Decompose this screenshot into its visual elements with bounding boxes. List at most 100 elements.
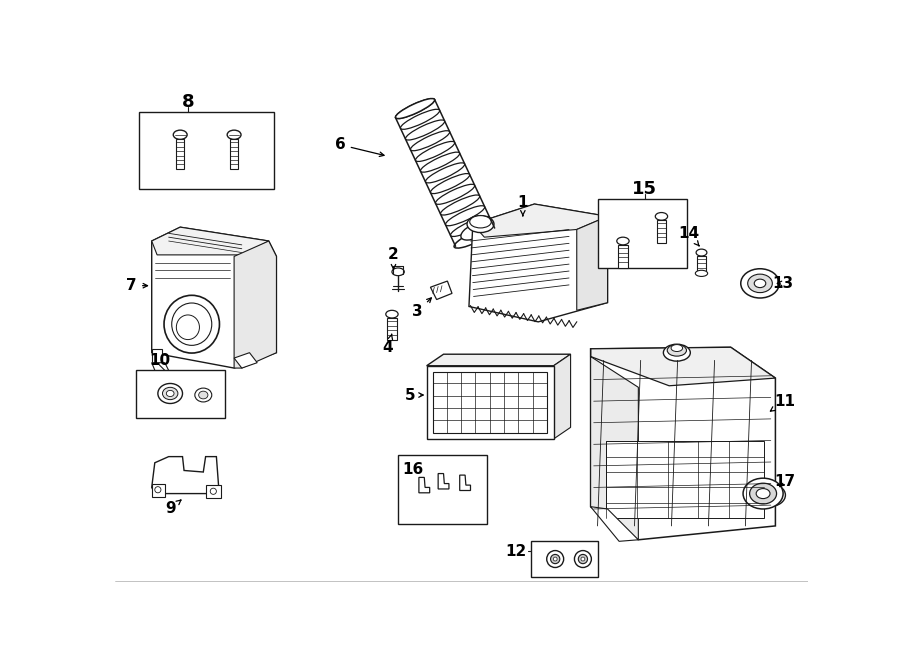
Ellipse shape (440, 195, 480, 215)
Ellipse shape (400, 109, 440, 130)
Text: 8: 8 (182, 93, 194, 112)
Ellipse shape (436, 184, 474, 204)
Ellipse shape (759, 487, 780, 503)
Bar (598, 199, 687, 268)
Ellipse shape (579, 555, 588, 564)
Ellipse shape (446, 206, 485, 226)
Ellipse shape (386, 310, 398, 318)
Ellipse shape (211, 488, 216, 494)
Bar (657, 220, 666, 243)
Polygon shape (234, 353, 257, 368)
Ellipse shape (430, 174, 470, 194)
Ellipse shape (227, 130, 241, 139)
Ellipse shape (581, 557, 585, 561)
Polygon shape (152, 227, 269, 255)
Bar (387, 318, 397, 340)
Polygon shape (438, 473, 449, 489)
Text: 6: 6 (335, 137, 384, 157)
Ellipse shape (420, 152, 460, 173)
Text: 3: 3 (412, 298, 431, 319)
Text: 15: 15 (632, 180, 657, 198)
Bar (530, 541, 599, 577)
Text: 9: 9 (165, 500, 181, 516)
Ellipse shape (172, 303, 212, 345)
Ellipse shape (426, 163, 464, 183)
Polygon shape (590, 347, 776, 386)
Ellipse shape (748, 274, 772, 293)
Ellipse shape (655, 213, 668, 220)
Ellipse shape (395, 98, 435, 118)
Ellipse shape (671, 344, 682, 352)
Bar (606, 442, 764, 518)
Text: 14: 14 (678, 226, 699, 246)
Polygon shape (577, 216, 608, 310)
Text: 17: 17 (774, 474, 796, 488)
Text: 11: 11 (770, 394, 796, 411)
Bar (230, 139, 238, 169)
Bar (136, 370, 225, 418)
Ellipse shape (741, 269, 779, 298)
Bar (697, 256, 706, 272)
Polygon shape (152, 227, 276, 368)
Ellipse shape (395, 98, 435, 118)
Bar (427, 366, 554, 439)
Ellipse shape (194, 388, 212, 402)
Ellipse shape (663, 344, 690, 361)
Ellipse shape (461, 222, 490, 240)
Polygon shape (430, 281, 452, 299)
Ellipse shape (743, 478, 783, 509)
Ellipse shape (410, 131, 450, 151)
Polygon shape (418, 477, 429, 493)
Text: 12: 12 (506, 544, 526, 559)
Bar (398, 455, 487, 524)
Polygon shape (590, 347, 776, 540)
Bar (618, 245, 627, 268)
Text: 7: 7 (126, 278, 148, 293)
Ellipse shape (696, 249, 706, 256)
Ellipse shape (756, 488, 770, 498)
Polygon shape (234, 241, 276, 368)
Ellipse shape (764, 491, 775, 499)
Ellipse shape (455, 227, 495, 247)
Polygon shape (152, 363, 170, 375)
Polygon shape (205, 485, 221, 498)
Polygon shape (427, 354, 571, 366)
Text: 13: 13 (772, 276, 794, 291)
Ellipse shape (551, 555, 560, 564)
Ellipse shape (155, 486, 161, 493)
Ellipse shape (163, 387, 178, 400)
Ellipse shape (467, 215, 494, 233)
Ellipse shape (199, 391, 208, 399)
Text: 4: 4 (382, 334, 393, 355)
Polygon shape (152, 484, 165, 496)
Ellipse shape (470, 215, 491, 228)
Polygon shape (472, 204, 608, 237)
Ellipse shape (750, 483, 777, 504)
Ellipse shape (176, 315, 200, 340)
Text: 1: 1 (518, 195, 528, 215)
Ellipse shape (616, 237, 629, 245)
Ellipse shape (158, 383, 183, 403)
Bar (140, 112, 274, 188)
Text: 16: 16 (402, 462, 423, 477)
Ellipse shape (166, 391, 174, 397)
Ellipse shape (405, 120, 445, 140)
Ellipse shape (546, 551, 563, 568)
Text: 10: 10 (148, 353, 170, 368)
Ellipse shape (667, 344, 687, 356)
Ellipse shape (164, 295, 220, 353)
Ellipse shape (454, 226, 496, 248)
Ellipse shape (753, 484, 786, 507)
Ellipse shape (392, 268, 404, 276)
Ellipse shape (416, 141, 454, 161)
Polygon shape (590, 507, 638, 541)
Ellipse shape (554, 557, 557, 561)
Polygon shape (152, 349, 163, 363)
Bar (433, 372, 547, 433)
Ellipse shape (174, 130, 187, 139)
Ellipse shape (696, 270, 707, 276)
Polygon shape (460, 475, 471, 490)
Ellipse shape (574, 551, 591, 568)
Polygon shape (590, 349, 638, 540)
Ellipse shape (451, 216, 490, 237)
